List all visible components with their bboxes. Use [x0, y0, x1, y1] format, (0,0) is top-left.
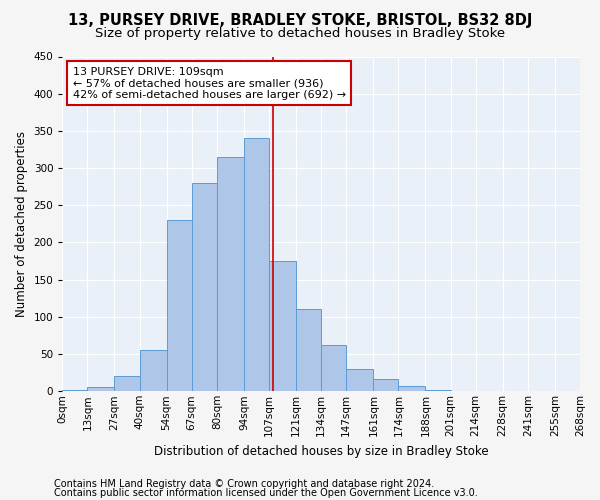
Y-axis label: Number of detached properties: Number of detached properties — [15, 131, 28, 317]
Bar — [296, 310, 321, 392]
Bar — [451, 390, 476, 392]
Text: Contains public sector information licensed under the Open Government Licence v3: Contains public sector information licen… — [54, 488, 478, 498]
Bar — [140, 350, 167, 392]
Text: Size of property relative to detached houses in Bradley Stoke: Size of property relative to detached ho… — [95, 28, 505, 40]
Text: 13, PURSEY DRIVE, BRADLEY STOKE, BRISTOL, BS32 8DJ: 13, PURSEY DRIVE, BRADLEY STOKE, BRISTOL… — [68, 12, 532, 28]
Bar — [346, 369, 373, 392]
Bar — [115, 376, 140, 392]
X-axis label: Distribution of detached houses by size in Bradley Stoke: Distribution of detached houses by size … — [154, 444, 488, 458]
Text: 13 PURSEY DRIVE: 109sqm
← 57% of detached houses are smaller (936)
42% of semi-d: 13 PURSEY DRIVE: 109sqm ← 57% of detache… — [73, 66, 346, 100]
Bar — [88, 387, 115, 392]
Bar — [244, 138, 269, 392]
Bar — [62, 390, 88, 392]
Bar — [167, 220, 192, 392]
Text: Contains HM Land Registry data © Crown copyright and database right 2024.: Contains HM Land Registry data © Crown c… — [54, 479, 434, 489]
Bar — [217, 157, 244, 392]
Bar — [269, 261, 296, 392]
Bar — [373, 380, 398, 392]
Bar — [425, 390, 451, 392]
Bar — [192, 183, 217, 392]
Bar — [398, 386, 425, 392]
Bar — [321, 345, 346, 392]
